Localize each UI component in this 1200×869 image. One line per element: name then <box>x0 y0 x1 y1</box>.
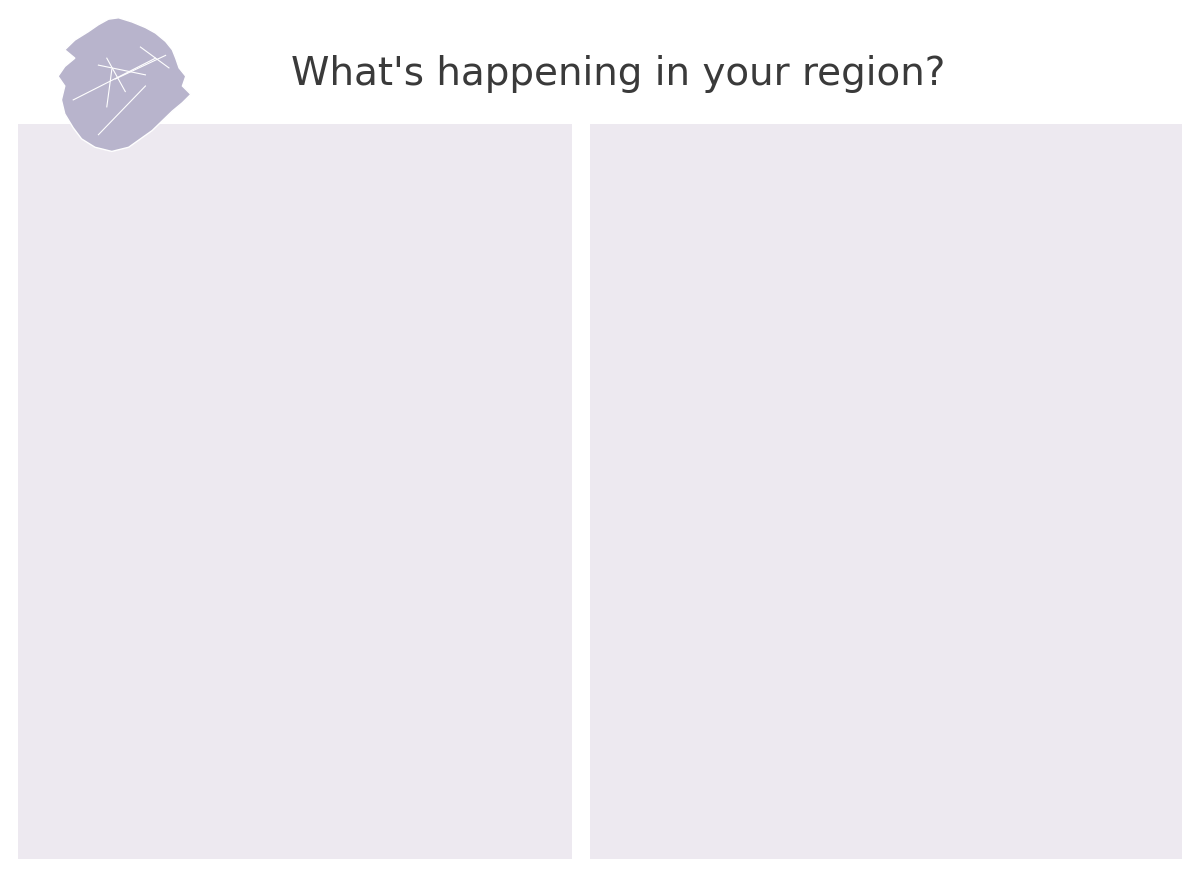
Text: £496,066: £496,066 <box>1033 790 1118 808</box>
Text: East of England: East of England <box>101 434 258 453</box>
Text: 9.2%: 9.2% <box>925 640 972 658</box>
Text: 2.8%: 2.8% <box>274 330 319 348</box>
Text: South West: South West <box>779 541 895 559</box>
Text: North East: North East <box>151 642 258 660</box>
Polygon shape <box>131 216 238 255</box>
Text: East Midlands: East Midlands <box>118 330 258 348</box>
Text: North East: North East <box>788 640 895 658</box>
Text: Wales: Wales <box>198 487 258 504</box>
Text: Yorkshire & Humber: Yorkshire & Humber <box>691 490 895 508</box>
Text: West Midlands: West Midlands <box>110 590 258 608</box>
Text: South West: South West <box>142 539 258 556</box>
Text: £216,950: £216,950 <box>1032 590 1118 608</box>
Text: South East: South East <box>786 740 895 758</box>
Text: 1.9%: 1.9% <box>274 590 319 608</box>
Text: UP: UP <box>169 265 199 284</box>
Text: in the past month (%): in the past month (%) <box>167 180 424 200</box>
Text: 2.3%: 2.3% <box>274 539 319 556</box>
Text: What's happening in your region?: What's happening in your region? <box>290 55 946 93</box>
Text: Average house price &: Average house price & <box>752 149 1019 169</box>
Text: 10.7%: 10.7% <box>925 390 983 408</box>
Text: £215,046: £215,046 <box>1032 441 1118 459</box>
Text: £310,912: £310,912 <box>1032 690 1118 708</box>
Text: annual price change by region: annual price change by region <box>707 180 1064 200</box>
Text: 2.4%: 2.4% <box>274 434 319 453</box>
Text: West Midlands: West Midlands <box>748 590 895 608</box>
Text: London: London <box>349 330 424 348</box>
Text: South East: South East <box>149 746 258 764</box>
Text: £282,388: £282,388 <box>1032 541 1118 559</box>
Text: £341,007: £341,007 <box>1033 740 1118 758</box>
Text: Regional figures: Land Registry Dec 2020 data: Regional figures: Land Registry Dec 2020… <box>30 833 371 848</box>
Text: £184,195: £184,195 <box>1032 390 1118 408</box>
Text: 8.5%: 8.5% <box>925 290 971 308</box>
Polygon shape <box>362 280 482 315</box>
Text: -1.1%: -1.1% <box>436 330 487 348</box>
Polygon shape <box>58 19 191 152</box>
Text: 2.5%: 2.5% <box>274 382 319 401</box>
Text: Annual
change (%): Annual change (%) <box>860 223 971 262</box>
Text: 11.2%: 11.2% <box>925 341 983 359</box>
Text: 2.3%: 2.3% <box>274 487 319 504</box>
Text: East Midlands: East Midlands <box>755 441 895 459</box>
Text: Yorkshire & Humber: Yorkshire & Humber <box>54 694 258 713</box>
Text: £182,907: £182,907 <box>1032 490 1118 508</box>
Text: North West: North West <box>144 382 258 401</box>
Bar <box>362 235 482 280</box>
Text: £141,154: £141,154 <box>1032 640 1118 658</box>
Text: 10.6%: 10.6% <box>925 441 983 459</box>
Text: London: London <box>822 790 895 808</box>
Text: 0.1%: 0.1% <box>274 746 318 764</box>
Text: 10.2%: 10.2% <box>925 541 983 559</box>
Bar <box>137 255 232 303</box>
Text: 6.1%: 6.1% <box>925 740 971 758</box>
Text: 1.1%: 1.1% <box>274 694 319 713</box>
Text: £183,727: £183,727 <box>1032 341 1118 359</box>
Text: UK: UK <box>868 290 895 308</box>
Text: East of England: East of England <box>738 690 895 708</box>
Text: Wales: Wales <box>835 390 895 408</box>
Text: 9.4%: 9.4% <box>925 590 972 608</box>
Text: 1.9%: 1.9% <box>274 642 319 660</box>
Text: 7.0%: 7.0% <box>925 690 971 708</box>
Text: Regional house price changes: Regional house price changes <box>119 149 472 169</box>
Text: 3.5%: 3.5% <box>925 790 972 808</box>
Text: North West: North West <box>781 341 895 359</box>
Text: Average
price (£): Average price (£) <box>1034 223 1117 262</box>
Text: £251,500: £251,500 <box>1033 290 1118 308</box>
Text: DOWN: DOWN <box>388 253 457 272</box>
Text: 10.4%: 10.4% <box>925 490 983 508</box>
